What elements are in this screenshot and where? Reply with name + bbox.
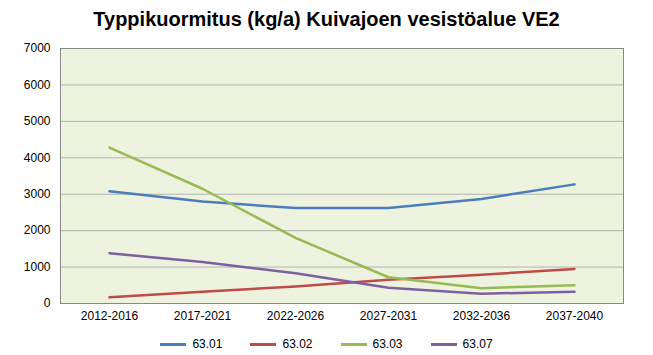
html-text:63.01: 63.01 xyxy=(192,337,223,351)
svg-text:6000: 6000 xyxy=(24,78,51,92)
html-text:63.02: 63.02 xyxy=(282,337,313,351)
html-text:Typpikuormitus (kg/a) Kuivajoe: Typpikuormitus (kg/a) Kuivajoen vesistöa… xyxy=(93,8,560,30)
svg-text:0: 0 xyxy=(44,296,51,310)
svg-text:2022-2026: 2022-2026 xyxy=(267,309,325,323)
html-text:63.07: 63.07 xyxy=(462,337,493,351)
svg-text:2032-2036: 2032-2036 xyxy=(453,309,511,323)
svg-text:2017-2021: 2017-2021 xyxy=(174,309,232,323)
svg-text:2000: 2000 xyxy=(24,223,51,237)
html-text:63.03: 63.03 xyxy=(372,337,403,351)
svg-text:2027-2031: 2027-2031 xyxy=(360,309,418,323)
svg-text:2012-2016: 2012-2016 xyxy=(81,309,139,323)
svg-text:4000: 4000 xyxy=(24,151,51,165)
svg-text:3000: 3000 xyxy=(24,187,51,201)
svg-text:1000: 1000 xyxy=(24,260,51,274)
svg-text:7000: 7000 xyxy=(24,41,51,55)
svg-text:2037-2040: 2037-2040 xyxy=(546,309,604,323)
svg-text:5000: 5000 xyxy=(24,114,51,128)
